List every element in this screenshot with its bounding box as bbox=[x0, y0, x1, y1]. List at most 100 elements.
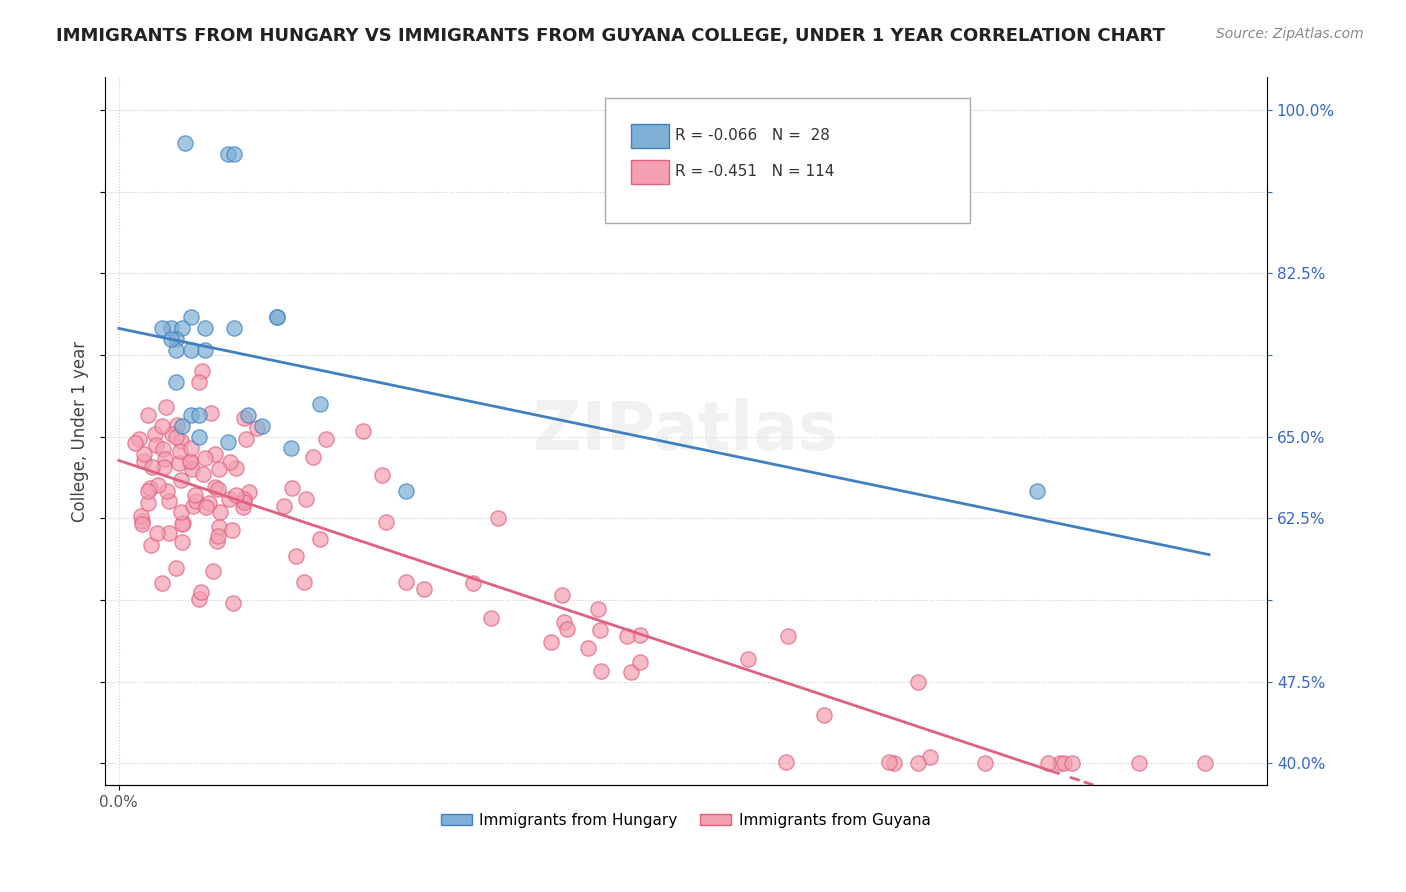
Point bbox=[907, 756, 929, 771]
Point bbox=[557, 622, 579, 636]
Point bbox=[155, 451, 177, 466]
Point bbox=[1060, 756, 1083, 771]
Text: Source: ZipAtlas.com: Source: ZipAtlas.com bbox=[1216, 27, 1364, 41]
Point bbox=[180, 408, 202, 422]
Point bbox=[157, 526, 180, 541]
Point bbox=[198, 496, 221, 510]
Point bbox=[124, 435, 146, 450]
Point bbox=[169, 473, 191, 487]
Point bbox=[200, 406, 222, 420]
Point bbox=[292, 574, 315, 589]
Point bbox=[145, 426, 167, 441]
Point bbox=[188, 408, 211, 422]
Point bbox=[183, 488, 205, 502]
Point bbox=[479, 611, 502, 625]
Point bbox=[180, 343, 202, 357]
Point bbox=[180, 461, 202, 475]
Point bbox=[204, 447, 226, 461]
Point bbox=[280, 441, 302, 455]
Point bbox=[180, 441, 202, 455]
Point bbox=[775, 755, 797, 769]
Point bbox=[170, 418, 193, 433]
Point bbox=[128, 432, 150, 446]
Point bbox=[170, 516, 193, 531]
Point bbox=[188, 430, 211, 444]
Point bbox=[266, 310, 288, 324]
Point bbox=[1053, 756, 1076, 771]
Point bbox=[170, 321, 193, 335]
Point bbox=[170, 505, 193, 519]
Point bbox=[233, 492, 256, 507]
Point bbox=[187, 591, 209, 606]
Point bbox=[628, 655, 651, 669]
Point bbox=[232, 495, 254, 509]
Point bbox=[219, 455, 242, 469]
Point bbox=[136, 408, 159, 422]
Point bbox=[737, 652, 759, 666]
Point bbox=[169, 444, 191, 458]
Point bbox=[308, 532, 330, 546]
Point bbox=[165, 332, 187, 346]
Point bbox=[1036, 756, 1059, 771]
Point bbox=[150, 575, 173, 590]
Point bbox=[238, 485, 260, 500]
Text: R = -0.451   N = 114: R = -0.451 N = 114 bbox=[675, 164, 834, 178]
Point bbox=[208, 505, 231, 519]
Point bbox=[179, 453, 201, 467]
Point bbox=[160, 427, 183, 442]
Point bbox=[217, 435, 239, 450]
Point bbox=[145, 438, 167, 452]
Point bbox=[191, 364, 214, 378]
Text: IMMIGRANTS FROM HUNGARY VS IMMIGRANTS FROM GUYANA COLLEGE, UNDER 1 YEAR CORRELAT: IMMIGRANTS FROM HUNGARY VS IMMIGRANTS FR… bbox=[56, 27, 1166, 45]
Point bbox=[186, 494, 208, 508]
Point bbox=[221, 523, 243, 537]
Text: ZIPatlas: ZIPatlas bbox=[533, 398, 838, 464]
Point bbox=[588, 623, 610, 637]
Point bbox=[1128, 756, 1150, 771]
Point bbox=[134, 447, 156, 461]
Point bbox=[150, 418, 173, 433]
Point bbox=[920, 749, 942, 764]
Point bbox=[907, 675, 929, 690]
Point bbox=[295, 492, 318, 507]
Point bbox=[181, 499, 204, 513]
Point bbox=[201, 564, 224, 578]
Point bbox=[375, 516, 398, 530]
Point bbox=[180, 310, 202, 324]
Point bbox=[877, 755, 900, 769]
Point bbox=[165, 343, 187, 357]
Point bbox=[174, 136, 197, 150]
Point bbox=[193, 467, 215, 481]
Point bbox=[141, 459, 163, 474]
Point bbox=[628, 628, 651, 642]
Point bbox=[285, 549, 308, 563]
Point bbox=[204, 480, 226, 494]
Point bbox=[139, 538, 162, 552]
Point bbox=[217, 146, 239, 161]
Point bbox=[131, 517, 153, 532]
Point bbox=[139, 481, 162, 495]
Point bbox=[813, 708, 835, 723]
Point bbox=[136, 483, 159, 498]
Point bbox=[152, 442, 174, 457]
Point bbox=[486, 511, 509, 525]
Point bbox=[165, 430, 187, 444]
Point bbox=[413, 582, 436, 597]
Point bbox=[301, 450, 323, 464]
Point bbox=[195, 500, 218, 514]
Point bbox=[222, 321, 245, 335]
Legend: Immigrants from Hungary, Immigrants from Guyana: Immigrants from Hungary, Immigrants from… bbox=[434, 807, 936, 834]
Point bbox=[221, 596, 243, 610]
Point bbox=[315, 432, 337, 446]
Point bbox=[266, 310, 288, 324]
Point bbox=[170, 434, 193, 448]
Point bbox=[157, 494, 180, 508]
Point bbox=[586, 601, 609, 615]
Point bbox=[169, 456, 191, 470]
Point bbox=[394, 574, 416, 589]
Point bbox=[159, 321, 181, 335]
Point bbox=[172, 516, 194, 530]
Point bbox=[395, 484, 418, 499]
Point bbox=[156, 484, 179, 499]
Point bbox=[165, 560, 187, 574]
